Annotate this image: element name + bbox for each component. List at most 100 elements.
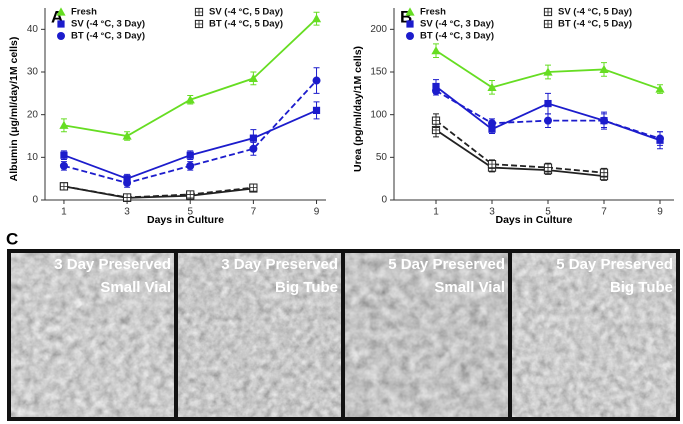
legend-label: SV (-4 °C, 3 Day) — [420, 19, 494, 30]
x-axis-label: Days in Culture — [147, 214, 224, 226]
y-tick-label: 0 — [381, 195, 387, 206]
legend-label: SV (-4 °C, 5 Day) — [209, 7, 283, 18]
legend-label: BT (-4 °C, 3 Day) — [71, 31, 145, 42]
data-point — [249, 134, 257, 142]
y-tick-label: 0 — [32, 195, 38, 206]
x-axis-label: Days in Culture — [495, 214, 572, 226]
data-point — [432, 86, 440, 95]
data-point — [59, 182, 69, 191]
panel-label: C — [6, 229, 18, 248]
x-tick-label: 9 — [314, 207, 320, 218]
legend-symbol — [194, 7, 204, 17]
x-tick-label: 3 — [489, 207, 495, 218]
data-point — [543, 163, 553, 172]
legend-label: BT (-4 °C, 5 Day) — [558, 19, 632, 30]
data-point — [431, 116, 441, 125]
marker-part — [544, 163, 552, 172]
data-point — [122, 193, 132, 202]
legend-label: Fresh — [71, 7, 97, 18]
micrograph — [11, 253, 174, 417]
marker-part — [600, 169, 608, 177]
x-tick-label: 5 — [187, 207, 193, 218]
data-point — [123, 178, 132, 187]
data-point — [59, 120, 69, 129]
legend-label: SV (-4 °C, 5 Day) — [558, 7, 632, 18]
micrograph — [512, 253, 676, 417]
legend-symbol — [57, 20, 65, 28]
micrograph — [178, 253, 341, 417]
data-point — [185, 95, 195, 104]
data-point — [312, 76, 321, 85]
series-line — [435, 129, 605, 178]
series-line — [435, 119, 605, 174]
image-label: 3 Day Preserved — [221, 256, 338, 273]
y-axis-label: Urea (pg/ml/day/1M cells) — [352, 46, 364, 172]
legend-label: Fresh — [420, 7, 446, 18]
y-axis-label: Albumin (μg/ml/day/1M cells) — [8, 37, 20, 182]
data-point — [599, 64, 609, 74]
y-tick-label: 30 — [27, 67, 39, 78]
marker-part — [123, 193, 131, 202]
x-tick-label: 5 — [545, 207, 551, 218]
data-point — [248, 73, 258, 82]
marker-part — [186, 190, 194, 199]
legend-label: BT (-4 °C, 3 Day) — [420, 31, 494, 42]
legend-symbol — [543, 19, 553, 29]
image-label: 5 Day Preserved — [556, 256, 673, 273]
image-label: 3 Day Preserved — [54, 256, 171, 273]
marker-part — [544, 20, 552, 28]
data-point — [312, 106, 321, 114]
image-label: Small Vial — [100, 279, 171, 296]
legend-symbol — [194, 19, 204, 29]
data-point — [59, 161, 68, 170]
x-tick-label: 1 — [61, 207, 67, 218]
legend-symbol — [406, 20, 414, 28]
data-point — [487, 82, 497, 91]
image-label: Big Tube — [275, 279, 338, 296]
data-point — [488, 119, 496, 128]
data-point — [249, 144, 258, 153]
legend-symbol — [56, 7, 66, 16]
image-label: 5 Day Preserved — [388, 256, 505, 273]
legend-symbol — [406, 32, 414, 40]
data-point — [544, 116, 552, 125]
data-point — [655, 84, 665, 93]
micrograph — [345, 253, 508, 417]
data-point — [599, 168, 609, 177]
legend-label: SV (-4 °C, 3 Day) — [71, 19, 145, 30]
legend-symbol — [543, 7, 553, 17]
data-point — [249, 183, 258, 192]
marker-part — [195, 20, 203, 28]
marker-part — [195, 8, 203, 16]
image-label: Small Vial — [434, 279, 505, 296]
x-tick-label: 9 — [657, 207, 663, 218]
data-point — [600, 116, 608, 125]
data-point — [311, 14, 322, 23]
y-tick-label: 40 — [27, 24, 39, 35]
data-point — [60, 151, 68, 159]
series-line — [63, 185, 254, 199]
marker-part — [432, 117, 440, 125]
y-tick-label: 10 — [27, 152, 39, 163]
y-tick-label: 20 — [27, 109, 39, 120]
marker-part — [488, 160, 496, 168]
x-tick-label: 3 — [124, 207, 130, 218]
x-tick-label: 7 — [601, 207, 607, 218]
y-tick-label: 50 — [376, 152, 388, 163]
legend-symbol — [405, 7, 415, 16]
data-point — [656, 134, 664, 143]
image-label: Big Tube — [610, 279, 673, 296]
data-point — [186, 190, 195, 199]
data-point — [543, 67, 553, 76]
y-tick-label: 200 — [370, 24, 387, 35]
y-tick-label: 100 — [370, 109, 387, 120]
x-tick-label: 7 — [251, 207, 257, 218]
data-point — [544, 99, 552, 108]
data-point — [488, 125, 496, 133]
marker-part — [60, 182, 68, 190]
legend-symbol — [57, 32, 65, 40]
x-tick-label: 1 — [433, 207, 439, 218]
marker-part — [544, 8, 552, 16]
data-point — [431, 46, 441, 55]
